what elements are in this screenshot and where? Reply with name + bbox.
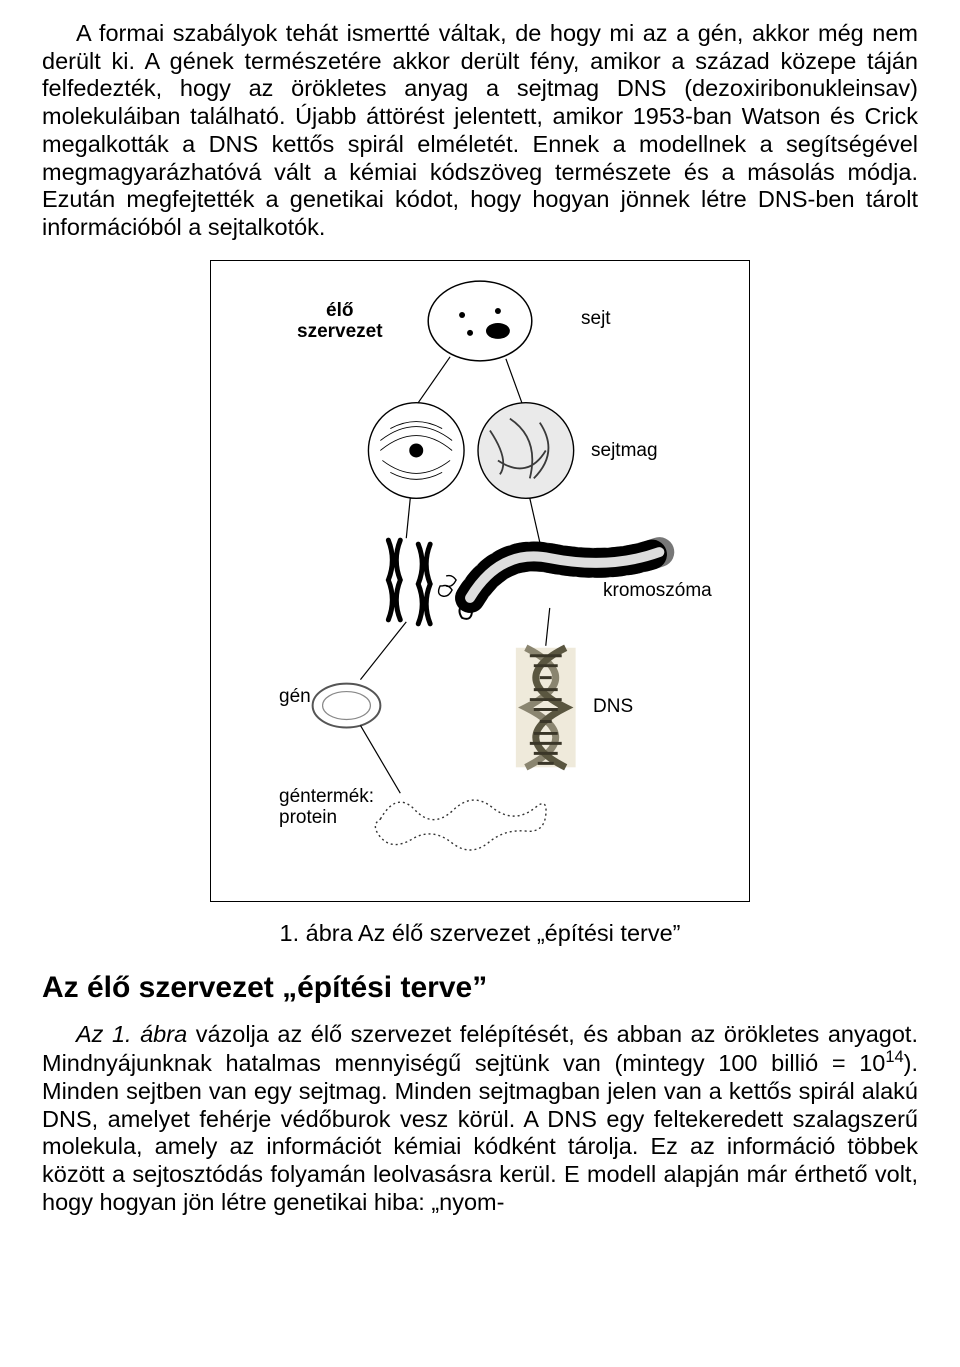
label-nucleus: sejtmag <box>591 441 658 462</box>
nucleus-right-icon <box>478 402 574 498</box>
nucleus-left-icon <box>368 402 464 498</box>
dna-helix-icon <box>516 648 576 768</box>
paragraph-body: Az 1. ábra vázolja az élő szervezet felé… <box>42 1021 918 1217</box>
label-organism: élő szervezet <box>297 301 383 343</box>
label-cell: sejt <box>581 309 611 330</box>
label-gene: gén <box>279 687 311 708</box>
label-product: géntermék: protein <box>279 787 374 829</box>
p2-sup: 14 <box>885 1048 903 1066</box>
label-dns: DNS <box>593 697 633 718</box>
cell-icon <box>428 281 532 361</box>
figure-caption: 1. ábra Az élő szervezet „építési terve” <box>42 920 918 947</box>
protein-icon <box>375 800 546 850</box>
p2-lead-italic: Az 1. ábra <box>76 1021 187 1047</box>
label-chromosome: kromoszóma <box>603 581 712 602</box>
paragraph-intro: A formai szabályok tehát ismertté váltak… <box>42 20 918 242</box>
chromosome-pair-icon <box>388 540 430 624</box>
section-heading: Az élő szervezet „építési terve” <box>42 971 918 1005</box>
gene-loop-icon <box>313 683 381 727</box>
figure-biology-hierarchy: élő szervezet sejt sejtmag kromoszóma gé… <box>210 260 750 902</box>
